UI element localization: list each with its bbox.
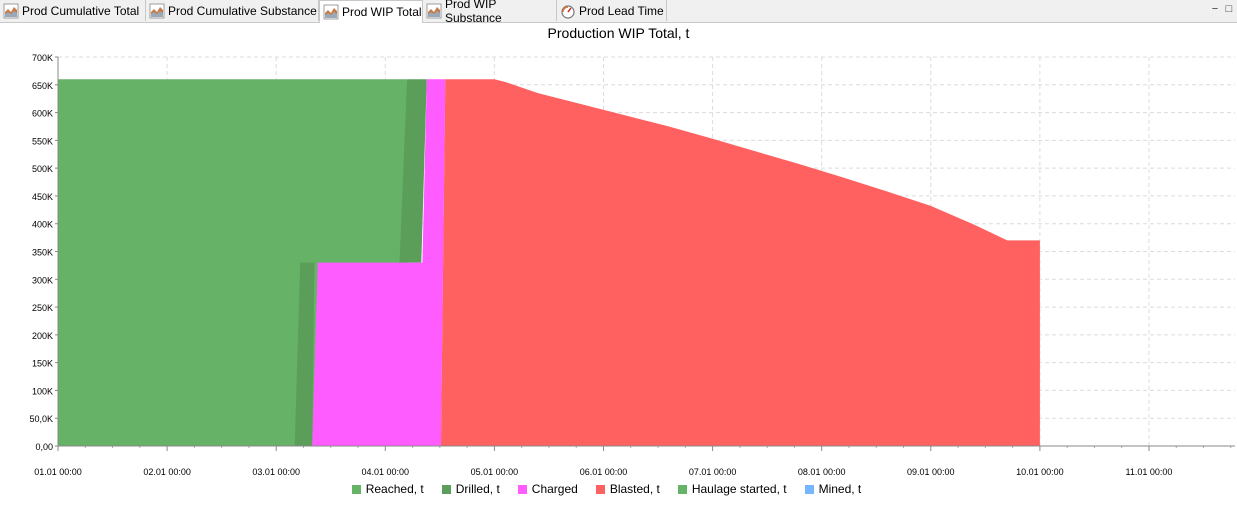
area-chart-icon xyxy=(426,3,442,19)
x-tick-label: 08.01 00:00 xyxy=(798,467,846,477)
tab-prod-cumulative-total[interactable]: Prod Cumulative Total xyxy=(0,0,146,21)
y-tick-label: 350K xyxy=(32,248,53,258)
legend-item: Blasted, t xyxy=(595,482,660,496)
y-tick-label: 550K xyxy=(32,136,53,146)
legend-item: Mined, t xyxy=(804,482,862,496)
area-chart-icon xyxy=(323,4,339,20)
legend-label: Reached, t xyxy=(365,482,424,496)
legend-item: Reached, t xyxy=(351,482,424,496)
x-tick-label: 02.01 00:00 xyxy=(143,467,191,477)
tab-label: Prod Lead Time xyxy=(579,3,664,18)
series-area-charged xyxy=(312,79,446,446)
x-tick-label: 10.01 00:00 xyxy=(1016,467,1064,477)
y-tick-label: 450K xyxy=(32,192,53,202)
y-tick-label: 200K xyxy=(32,331,53,341)
legend-swatch xyxy=(441,484,451,494)
x-tick-label: 01.01 00:00 xyxy=(34,467,82,477)
y-tick-label: 600K xyxy=(32,109,53,119)
legend-swatch xyxy=(351,484,361,494)
series-area-drilled-t xyxy=(294,79,427,446)
y-tick-label: 100K xyxy=(32,386,53,396)
tab-prod-wip-substance[interactable]: Prod WIP Substance xyxy=(423,0,557,25)
x-tick-label: 03.01 00:00 xyxy=(252,467,300,477)
series-area-blasted-t xyxy=(440,79,1040,446)
legend-label: Blasted, t xyxy=(609,482,660,496)
x-tick-label: 06.01 00:00 xyxy=(580,467,628,477)
legend-label: Drilled, t xyxy=(455,482,500,496)
x-tick-label: 07.01 00:00 xyxy=(689,467,737,477)
chart-legend: Reached, t Drilled, t Charged Blasted, t Hau… xyxy=(0,482,1225,496)
y-tick-label: 700K xyxy=(32,53,53,63)
tab-label: Prod Cumulative Substance xyxy=(168,3,317,18)
legend-swatch xyxy=(517,484,527,494)
minimize-button[interactable]: − xyxy=(1211,3,1219,15)
legend-swatch xyxy=(677,484,687,494)
y-tick-label: 0,00 xyxy=(35,442,53,452)
restore-button[interactable]: □ xyxy=(1225,3,1233,15)
tab-prod-lead-time[interactable]: Prod Lead Time xyxy=(557,0,667,21)
tab-label: Prod WIP Total xyxy=(342,5,422,19)
tab-prod-cumulative-substance[interactable]: Prod Cumulative Substance xyxy=(146,0,319,21)
x-tick-label: 09.01 00:00 xyxy=(907,467,955,477)
x-tick-label: 04.01 00:00 xyxy=(362,467,410,477)
y-tick-label: 50,0K xyxy=(29,414,53,424)
tab-label: Prod WIP Substance xyxy=(445,0,502,25)
tab-prod-wip-total[interactable]: Prod WIP Total xyxy=(319,0,423,23)
legend-swatch xyxy=(804,484,814,494)
y-tick-label: 650K xyxy=(32,81,53,91)
chart-title: Production WIP Total, t xyxy=(547,25,690,41)
legend-swatch xyxy=(595,484,605,494)
area-chart-icon xyxy=(149,3,165,19)
y-tick-label: 500K xyxy=(32,164,53,174)
y-tick-label: 400K xyxy=(32,220,53,230)
legend-label: Charged xyxy=(531,482,578,496)
x-tick-label: 05.01 00:00 xyxy=(471,467,519,477)
y-tick-label: 300K xyxy=(32,275,53,285)
gauge-icon xyxy=(560,3,576,19)
legend-label: Haulage started, t xyxy=(691,482,787,496)
tab-label: Prod Cumulative Total xyxy=(22,3,140,18)
y-tick-label: 150K xyxy=(32,359,53,369)
y-tick-label: 250K xyxy=(32,303,53,313)
legend-item: Haulage started, t xyxy=(677,482,787,496)
legend-item: Drilled, t xyxy=(441,482,500,496)
legend-label: Mined, t xyxy=(818,482,862,496)
legend-item: Charged xyxy=(517,482,578,496)
area-chart-icon xyxy=(3,3,19,19)
x-tick-label: 11.01 00:00 xyxy=(1126,467,1173,477)
tab-bar: Prod Cumulative Total Prod Cumulative Sub… xyxy=(0,0,1237,25)
